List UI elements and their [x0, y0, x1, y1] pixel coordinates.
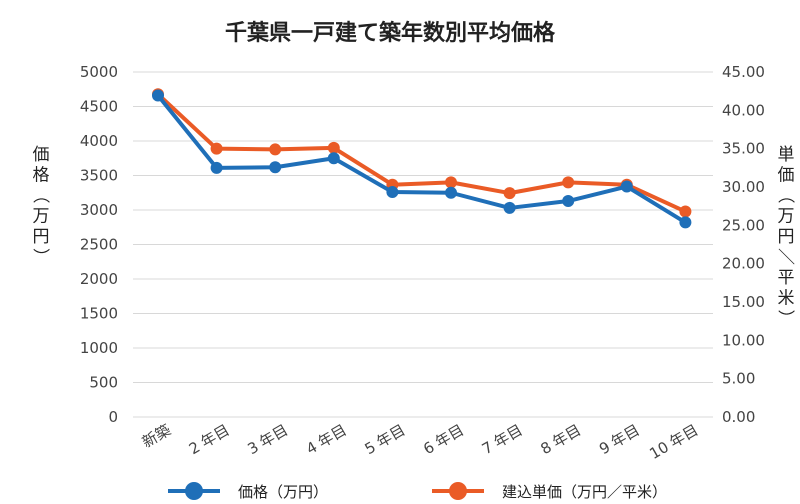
- grid: [133, 71, 713, 418]
- data-point: [386, 186, 399, 199]
- data-point: [503, 201, 516, 214]
- right-tick-label: 0.00: [722, 408, 755, 426]
- data-point: [679, 205, 692, 218]
- left-tick-label: 4000: [80, 132, 118, 150]
- x-tick-label: 2年目: [186, 421, 233, 458]
- data-point: [327, 141, 340, 154]
- legend-label: 建込単価（万円／平米）: [502, 483, 667, 501]
- x-tick-label: 新築: [139, 421, 174, 452]
- left-tick-label: 3000: [80, 201, 118, 219]
- left-tick-label: 3500: [80, 167, 118, 185]
- right-axis-title-char: 価: [778, 166, 795, 186]
- legend: 価格（万円） 建込単価（万円／平米）: [168, 482, 667, 501]
- data-point: [327, 152, 340, 165]
- right-tick-label: 45.00: [722, 63, 765, 81]
- x-tick-label: 7年目: [479, 421, 526, 458]
- left-axis-title-char: 格: [33, 166, 50, 186]
- left-axis-title-char: ）: [30, 248, 50, 265]
- right-axis-title-char: 米: [778, 289, 795, 309]
- x-tick-label: 8年目: [537, 421, 584, 458]
- right-tick-label: 15.00: [722, 293, 765, 311]
- x-tick-label: 10年目: [646, 421, 701, 463]
- data-point: [152, 89, 164, 102]
- x-tick-label: 3年目: [244, 421, 291, 458]
- left-tick-label: 1500: [80, 305, 118, 323]
- left-tick-label: 500: [89, 374, 118, 392]
- data-point: [503, 187, 516, 200]
- left-tick-label: 0: [108, 408, 118, 426]
- right-tick-label: 35.00: [722, 140, 765, 158]
- right-axis-title-char: 単: [778, 145, 795, 165]
- x-tick-label: 9年目: [596, 421, 643, 458]
- right-axis-title-char: ）: [775, 310, 795, 327]
- right-axis-title-char: ／: [775, 248, 795, 265]
- series-line: [156, 92, 687, 214]
- x-tick-label: 5年目: [362, 421, 409, 458]
- right-y-axis-title: 単価（ 万円／ 平米）: [775, 145, 795, 327]
- right-axis-title-char: 平: [778, 268, 795, 288]
- left-axis-title-char: （: [30, 187, 50, 204]
- x-tick-label: 6年目: [420, 421, 467, 458]
- right-tick-label: 25.00: [722, 216, 765, 234]
- right-tick-label: 20.00: [722, 255, 765, 273]
- data-point: [269, 161, 282, 174]
- x-tick-label: 4年目: [303, 421, 350, 458]
- right-tick-label: 30.00: [722, 178, 765, 196]
- data-point: [562, 176, 575, 189]
- data-point: [445, 176, 457, 189]
- data-point: [445, 186, 457, 199]
- series-line: [156, 94, 687, 225]
- right-axis-title-char: （: [775, 187, 795, 204]
- right-axis-title-char: 円: [778, 227, 795, 247]
- data-point: [269, 143, 282, 156]
- series-layer: [152, 88, 692, 229]
- right-axis-title-char: 万: [778, 207, 795, 227]
- left-tick-label: 2500: [80, 236, 118, 254]
- right-tick-label: 10.00: [722, 331, 765, 349]
- chart-title: 千葉県一戸建て築年数別平均価格: [225, 20, 556, 46]
- left-tick-label: 4500: [80, 98, 118, 116]
- legend-marker: [185, 482, 203, 500]
- legend-marker: [449, 482, 467, 500]
- data-point: [562, 195, 575, 208]
- left-y-axis-title: 価格（ 万円）: [30, 145, 50, 265]
- right-tick-label: 5.00: [722, 370, 755, 388]
- right-tick-label: 40.00: [722, 101, 765, 119]
- left-tick-label: 5000: [80, 63, 118, 81]
- x-axis-ticks: 新築 2年目 3年目 4年目 5年目 6年目 7年目 8年目 9年目 10年目: [139, 421, 701, 463]
- data-point: [620, 180, 633, 193]
- data-point: [679, 216, 692, 229]
- legend-label: 価格（万円）: [238, 483, 328, 501]
- right-y-axis-ticks: 0.00 5.00 10.00 15.00 20.00 25.00 30.00 35.00 40…: [722, 63, 765, 426]
- left-tick-label: 1000: [80, 339, 118, 357]
- left-tick-label: 2000: [80, 270, 118, 288]
- left-axis-title-char: 価: [33, 145, 50, 165]
- left-axis-title-char: 円: [33, 227, 50, 247]
- data-point: [210, 142, 223, 155]
- data-point: [210, 161, 223, 174]
- left-axis-title-char: 万: [33, 207, 50, 227]
- left-y-axis-ticks: 0 500 1000 1500 2000 2500 3000 3500 4000 4500 5000: [80, 63, 118, 426]
